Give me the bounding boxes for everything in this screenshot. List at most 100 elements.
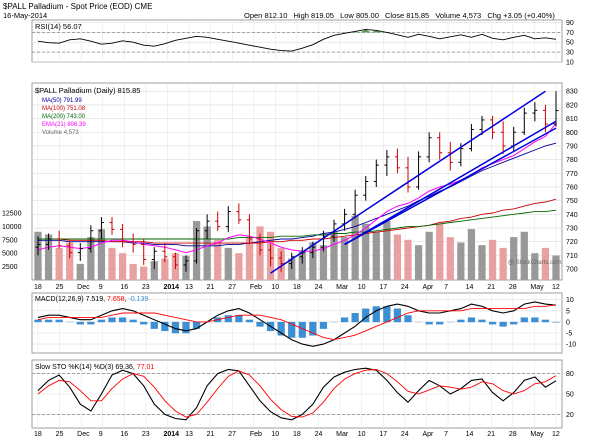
- rsi-title: RSI(14) 56.07: [35, 22, 82, 31]
- x-axis-label: 2014: [164, 431, 180, 438]
- price-tick-label: 830: [566, 89, 578, 96]
- volume-bar: [552, 255, 560, 280]
- x-axis-label: 14: [466, 284, 474, 291]
- macd-histogram-bar: [499, 321, 507, 327]
- volume-bar: [203, 226, 211, 280]
- ohlc-bar: [384, 150, 390, 177]
- x-axis-label: 23: [142, 284, 150, 291]
- volume-bar: [372, 231, 380, 280]
- x-axis-label: 24: [315, 284, 323, 291]
- x-axis-label: Apr: [423, 431, 435, 438]
- macd-histogram-bar: [309, 321, 317, 336]
- macd-histogram-bar: [150, 321, 158, 329]
- ohlc-bar: [268, 244, 274, 267]
- x-axis-label: 18: [34, 284, 42, 291]
- x-axis-label: 24: [401, 431, 409, 438]
- volume-tick-label: 7500: [2, 237, 18, 244]
- macd-title: MACD(12,26,9) 7.519, 7.658, -0.139: [35, 296, 148, 303]
- symbol-title: $PALL Palladium - Spot Price (EOD) CME: [3, 2, 152, 11]
- price-tick-label: 730: [566, 226, 578, 233]
- macd-histogram-bar: [467, 317, 476, 323]
- macd-histogram-bar: [34, 319, 42, 323]
- ohlc-bar: [204, 214, 210, 239]
- ohlc-bar: [278, 251, 284, 272]
- x-axis-label: Dec: [77, 431, 90, 438]
- ohlc-bar: [468, 124, 474, 152]
- x-axis-label: May: [530, 284, 544, 291]
- x-axis-label: 25: [56, 284, 64, 291]
- sto-panel: 20 50 80 Slow STO %K(14) %D(3) 69.36, 77.0…: [31, 359, 574, 429]
- volume-bar: [319, 245, 328, 280]
- x-axis-label: 24: [401, 284, 409, 291]
- quote-bar: Open 812.10 High 819.05 Low 805.00 Close…: [244, 11, 555, 20]
- x-axis-label: 7: [444, 284, 448, 291]
- macd-histogram-bar: [108, 317, 116, 323]
- volume-bar: [393, 234, 402, 280]
- volume-bar: [288, 258, 296, 280]
- legend-ema21: EMA(21) 806.39: [42, 122, 86, 128]
- x-axis-label: May: [530, 431, 544, 438]
- macd-histogram-bar: [531, 317, 539, 323]
- macd-histogram-bar: [351, 313, 359, 323]
- macd-histogram-bar: [55, 319, 63, 323]
- sto-title: Slow STO %K(14) %D(3) 69.36, 77.01: [35, 364, 154, 371]
- x-axis-label: 16: [120, 431, 128, 438]
- rsi-tick-label: 50: [566, 40, 574, 47]
- macd-histogram-bar: [362, 308, 370, 323]
- legend-ma50: MA(50) 791.99: [42, 98, 82, 104]
- ohlc-bar: [363, 176, 369, 201]
- x-axis-label: 16: [120, 284, 128, 291]
- volume-bar: [478, 245, 486, 280]
- trend-channel-line: [344, 127, 557, 246]
- volume-bar: [446, 237, 454, 280]
- ohlc-bar: [426, 132, 432, 163]
- x-axis-label: 17: [379, 431, 387, 438]
- x-axis-label: 2014: [164, 284, 180, 291]
- price-tick-label: 740: [566, 212, 578, 219]
- price-tick-label: 790: [566, 143, 578, 150]
- x-axis-label: 27: [228, 431, 236, 438]
- price-tick-label: 820: [566, 102, 578, 109]
- ohlc-bar: [490, 115, 496, 140]
- volume-bar: [351, 215, 359, 280]
- macd-histogram-bar: [372, 306, 380, 323]
- macd-histogram-bar: [457, 319, 465, 323]
- volume-bar: [161, 258, 169, 280]
- volume-bar: [531, 253, 539, 280]
- x-axis-label: 24: [315, 431, 323, 438]
- x-axis-label: 9: [99, 431, 103, 438]
- macd-histogram-bar: [182, 321, 190, 334]
- ohlc-bar: [88, 225, 94, 253]
- price-tick-label: 770: [566, 171, 578, 178]
- macd-histogram-bar: [520, 317, 528, 323]
- sto-tick-label: 20: [566, 412, 574, 419]
- price-tick-label: 810: [566, 116, 578, 123]
- volume-tick-label: 2500: [2, 264, 18, 271]
- volume-bar: [457, 242, 465, 280]
- x-axis-label: 10: [358, 284, 366, 291]
- volume-bar: [245, 237, 254, 280]
- x-axis-label: 10: [358, 431, 366, 438]
- volume-bar: [362, 223, 370, 280]
- price-tick-label: 800: [566, 130, 578, 137]
- volume-bar: [298, 250, 306, 280]
- ohlc-bar: [98, 217, 104, 239]
- x-axis-label: 18: [293, 431, 301, 438]
- volume-tick-label: 12500: [2, 211, 22, 218]
- ohlc-bar: [416, 151, 422, 190]
- chart-date: 16-May-2014: [3, 11, 47, 20]
- macd-histogram-bar: [118, 317, 127, 323]
- rsi-tick-label: 70: [566, 30, 574, 37]
- macd-tick-label: 10: [566, 297, 574, 304]
- macd-tick-label: -10: [566, 342, 576, 349]
- x-axis-label: 28: [509, 284, 517, 291]
- macd-histogram-bar: [425, 321, 433, 325]
- volume-bar: [425, 231, 433, 280]
- x-axis-label: 25: [56, 431, 64, 438]
- macd-histogram-bar: [552, 321, 560, 323]
- ohlc-bar: [215, 211, 221, 231]
- ohlc-bar: [447, 141, 453, 171]
- x-axis-label: 12: [552, 284, 560, 291]
- macd-histogram-bar: [340, 317, 349, 323]
- volume-bar: [404, 239, 412, 280]
